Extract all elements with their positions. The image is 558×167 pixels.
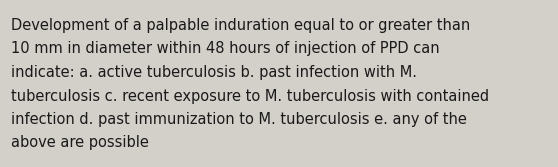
Text: indicate: a. active tuberculosis b. past infection with M.: indicate: a. active tuberculosis b. past… [11,65,417,80]
Text: above are possible: above are possible [11,135,149,150]
Text: Development of a palpable induration equal to or greater than: Development of a palpable induration equ… [11,18,470,33]
Text: 10 mm in diameter within 48 hours of injection of PPD can: 10 mm in diameter within 48 hours of inj… [11,42,440,56]
Text: infection d. past immunization to M. tuberculosis e. any of the: infection d. past immunization to M. tub… [11,112,467,127]
Text: tuberculosis c. recent exposure to M. tuberculosis with contained: tuberculosis c. recent exposure to M. tu… [11,89,489,104]
